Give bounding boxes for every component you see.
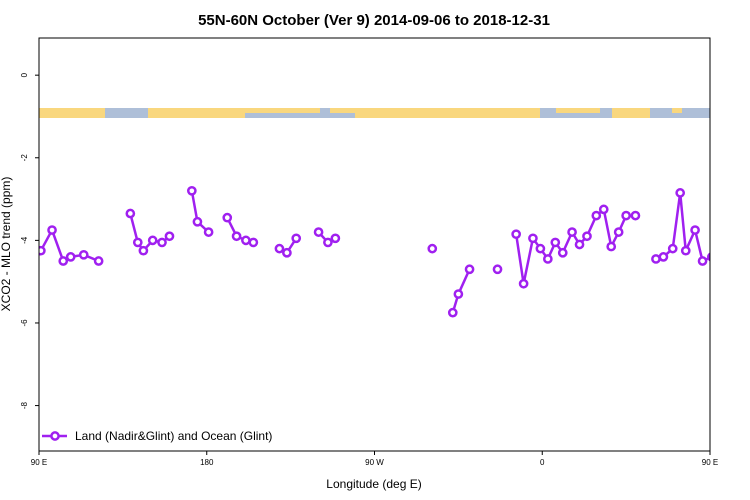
data-point (707, 252, 710, 262)
data-point (453, 289, 464, 299)
land-band (39, 108, 682, 118)
data-point (157, 237, 167, 248)
legend: Land (Nadir&Glint) and Ocean (Glint) (42, 429, 272, 443)
data-point (535, 243, 546, 254)
data-point (464, 264, 475, 275)
data-point (93, 256, 104, 266)
series-line (514, 208, 636, 285)
y-tick-label: -6 (20, 319, 29, 327)
data-point (550, 237, 561, 248)
data-point (680, 245, 691, 256)
data-point (241, 235, 251, 246)
data-point (78, 249, 89, 260)
y-axis: 0 -2 -4 -6 -8 (20, 72, 39, 409)
data-point (528, 233, 538, 244)
data-point (323, 237, 333, 248)
land-block (612, 108, 650, 118)
data-point (203, 227, 214, 237)
data-point (447, 307, 458, 318)
data-point (274, 243, 285, 254)
data-point (511, 229, 522, 240)
land-block (672, 108, 682, 113)
chart-title: 55N-60N October (Ver 9) 2014-09-06 to 20… (198, 12, 550, 29)
data-point (58, 256, 69, 266)
data-point (282, 247, 292, 258)
legend-label: Land (Nadir&Glint) and Ocean (Glint) (75, 429, 272, 443)
data-point (248, 237, 259, 248)
data-point (613, 227, 624, 237)
y-tick-label: 0 (20, 72, 29, 77)
data-point (518, 278, 529, 289)
data-point (567, 227, 577, 237)
data-point (690, 225, 700, 235)
data-point (47, 225, 57, 235)
data-point (313, 227, 324, 237)
data-point (330, 233, 341, 244)
x-tick-label: 0 (540, 458, 545, 467)
land-block (39, 108, 105, 118)
data-point (427, 243, 438, 254)
data-point (574, 239, 585, 250)
land-block (330, 108, 355, 113)
legend-marker-swatch (50, 431, 60, 441)
data-point (125, 208, 136, 219)
land-block (245, 108, 320, 113)
data-point (591, 210, 602, 221)
data-point (557, 247, 568, 258)
data-point (164, 231, 175, 242)
data-point (186, 185, 197, 196)
x-axis-label: Longitude (deg E) (326, 477, 421, 491)
y-tick-label: -4 (20, 236, 29, 244)
data-point (621, 210, 631, 221)
y-axis-label: XCO2 - MLO trend (ppm) (0, 177, 13, 312)
land-ocean-strip (39, 108, 710, 118)
y-tick-label: -2 (20, 154, 29, 162)
x-tick-label: 90 E (31, 458, 47, 467)
series-layer (39, 185, 743, 318)
data-point (675, 188, 686, 198)
land-block (355, 108, 540, 118)
data-point (697, 256, 708, 266)
data-point (291, 233, 302, 244)
land-block (556, 108, 600, 113)
data-point (138, 245, 149, 256)
data-point (630, 210, 641, 221)
data-point (598, 204, 609, 215)
x-axis: 90 E 180 90 W 0 90 E (31, 451, 718, 467)
x-tick-label: 90 W (365, 458, 384, 467)
data-point (65, 252, 76, 262)
data-point (231, 231, 242, 242)
data-point (222, 212, 233, 223)
data-point (542, 254, 553, 264)
data-point (667, 243, 678, 254)
data-point (492, 264, 503, 275)
y-tick-label: -8 (20, 401, 29, 409)
data-point (725, 257, 732, 264)
data-point (651, 254, 661, 264)
data-point (132, 237, 143, 248)
data-point (582, 231, 592, 242)
data-point (658, 252, 669, 262)
data-point (147, 235, 158, 246)
data-point (606, 241, 617, 252)
x-tick-label: 90 E (702, 458, 718, 467)
series-line (190, 190, 210, 234)
data-point (39, 245, 46, 256)
data-point (716, 251, 723, 258)
land-block (148, 108, 245, 118)
x-tick-label: 180 (200, 458, 214, 467)
data-point (736, 255, 743, 262)
data-point (192, 216, 203, 227)
